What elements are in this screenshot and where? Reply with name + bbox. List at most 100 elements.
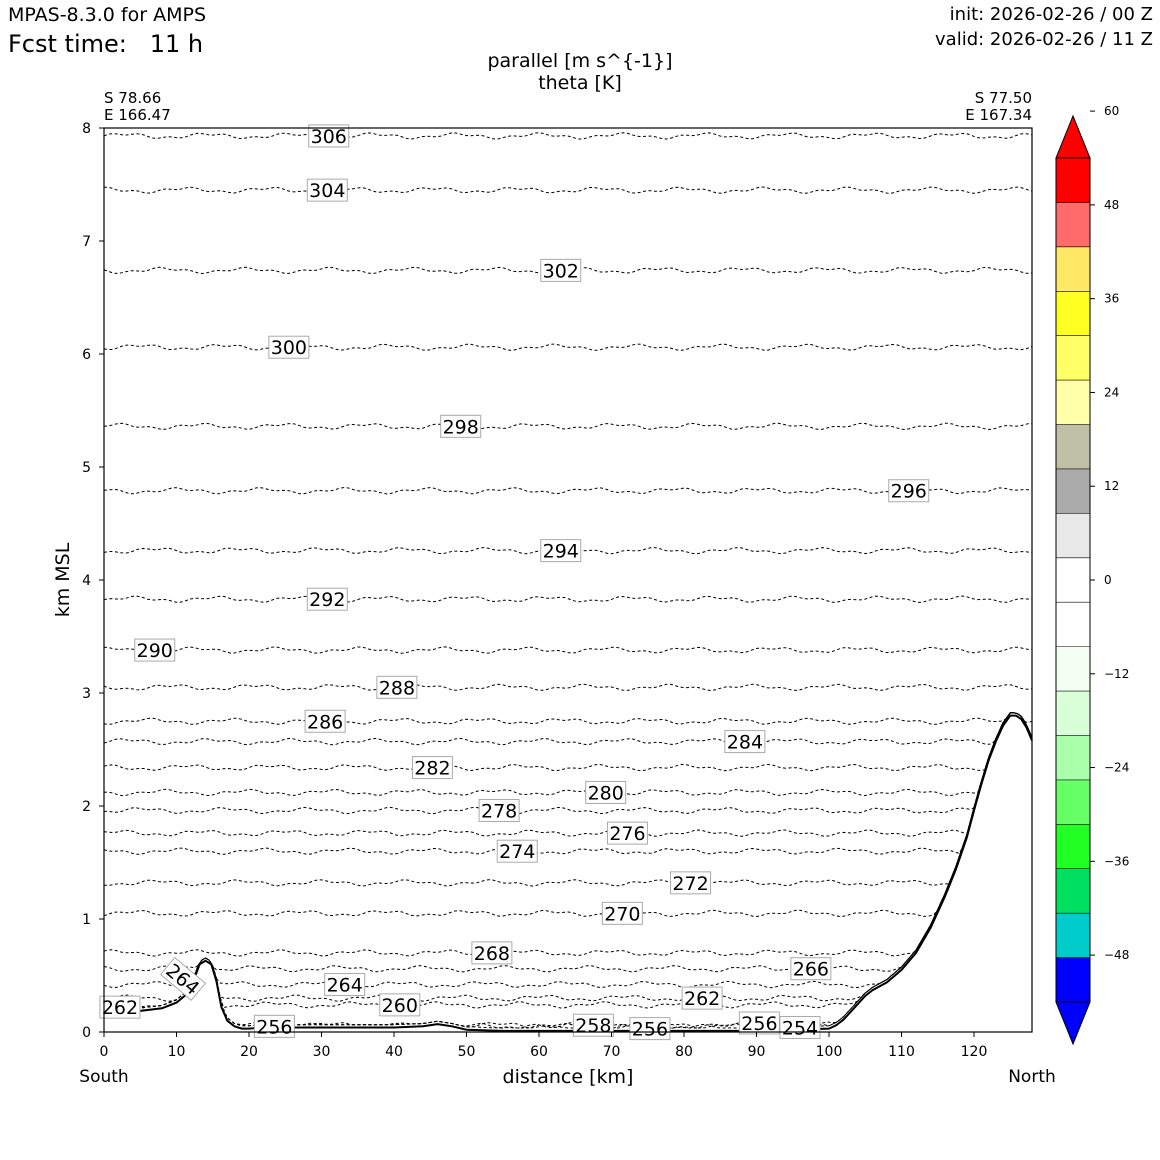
chart-title: parallel [m s^{-1}] <box>487 50 672 72</box>
colorbar-bin <box>1056 513 1090 559</box>
theta-contour-line <box>103 646 1032 654</box>
wind-shade-region <box>865 128 1032 219</box>
x-tick-label: 0 <box>100 1044 109 1060</box>
contour-label-text: 256 <box>741 1013 777 1035</box>
contour-label: 254 <box>779 1015 821 1039</box>
colorbar: 60 48 36 24 12 0 −12 −24 −36 −48 <box>1055 104 1129 1046</box>
contour-label: 304 <box>306 178 348 202</box>
theta-contour-line <box>103 712 1033 989</box>
colorbar-bin <box>1056 735 1090 781</box>
plot-frame <box>103 127 1033 1033</box>
axes: 0 10 20 30 40 50 60 70 80 90 100 110 120 0 1 2 3 4 5 6 7 8 <box>82 121 987 1060</box>
theta-contour-line <box>104 712 1033 815</box>
colorbar-over-arrow <box>1055 114 1091 159</box>
colorbar-bin <box>1056 246 1090 292</box>
theta-contour-line <box>103 712 1033 957</box>
valid-time: valid: 2026-02-26 / 11 Z <box>935 29 1153 50</box>
y-tick-label: 8 <box>82 121 91 137</box>
theta-contour-line <box>103 422 1033 431</box>
contour-label: 282 <box>411 756 453 780</box>
theta-contour-line <box>103 712 1033 772</box>
terrain-layer <box>103 714 1033 1032</box>
contour-label-text: 298 <box>443 416 479 438</box>
contour-labels: 306 304 302 300 298 296 294 292 290 288 286 284 282 2… <box>99 124 930 1041</box>
theta-contour-line <box>103 712 1033 725</box>
contour-label: 262 <box>99 995 141 1019</box>
colorbar-bin <box>1056 868 1090 914</box>
contour-label: 300 <box>268 335 310 359</box>
end-lat: S 77.50 <box>975 89 1032 107</box>
contour-label-text: 284 <box>727 732 763 754</box>
contour-label-text: 306 <box>311 126 347 148</box>
y-axis-label: km MSL <box>52 542 74 617</box>
contour-label: 258 <box>572 1013 614 1037</box>
colorbar-tick-label: 36 <box>1104 292 1119 306</box>
theta-contour-line <box>104 186 1033 194</box>
colorbar-bin <box>1056 691 1090 736</box>
contour-label: 266 <box>790 957 832 981</box>
x-tick-label: 70 <box>603 1044 621 1060</box>
x-tick-label: 60 <box>530 1044 548 1060</box>
colorbar-bin <box>1056 913 1090 958</box>
y-tick-label: 5 <box>82 460 91 476</box>
colorbar-bin <box>1056 557 1090 603</box>
colorbar-tick-label: 24 <box>1104 385 1119 399</box>
colorbar-bin <box>1056 646 1090 692</box>
contour-label-text: 300 <box>271 337 307 359</box>
theta-contour-line <box>103 712 1033 1009</box>
theta-contour-line <box>103 712 1033 1002</box>
contour-label: 288 <box>376 675 418 699</box>
y-tick-label: 6 <box>82 347 91 363</box>
x-tick-label: 100 <box>816 1044 843 1060</box>
theta-contour-line <box>103 712 1033 797</box>
forecast-time-label: Fcst time: <box>8 30 127 58</box>
theta-contour-line <box>103 343 1033 351</box>
contour-label-text: 302 <box>543 260 579 282</box>
y-tick-label: 7 <box>82 234 91 250</box>
contour-label-text: 262 <box>102 997 138 1019</box>
contour-label: 274 <box>496 839 538 863</box>
x-tick-label: 110 <box>888 1044 915 1060</box>
forecast-time: Fcst time: 11 h <box>8 30 203 58</box>
start-lat: S 78.66 <box>104 89 161 107</box>
colorbar-bin <box>1056 602 1090 648</box>
theta-contour-line <box>103 712 1033 1029</box>
start-lon: E 166.47 <box>104 106 171 124</box>
contour-label-text: 304 <box>309 180 345 202</box>
x-tick-label: 120 <box>961 1044 988 1060</box>
contour-label: 256 <box>629 1017 671 1041</box>
colorbar-tick-label: 12 <box>1104 479 1119 493</box>
contour-label-text: 264 <box>327 975 363 997</box>
contour-label-text: 288 <box>379 677 415 699</box>
colorbar-tick-label: 60 <box>1104 104 1119 118</box>
contour-label: 290 <box>134 638 176 662</box>
colorbar-bin <box>1056 335 1090 381</box>
y-tick-label: 4 <box>82 573 91 589</box>
colorbar-bin <box>1056 202 1090 248</box>
chart-subtitle: theta [K] <box>538 72 622 94</box>
contour-label: 278 <box>478 799 520 823</box>
contour-label-text: 262 <box>684 988 720 1010</box>
theta-contour-line <box>103 712 1033 887</box>
colorbar-tick-label: −48 <box>1104 948 1129 962</box>
colorbar-bin <box>1056 424 1090 470</box>
x-axis-label: distance [km] <box>503 1066 634 1088</box>
theta-contour-line <box>103 712 1033 1029</box>
contour-label-text: 258 <box>575 1015 611 1037</box>
contour-label-text: 266 <box>793 959 829 981</box>
contour-label-text: 296 <box>891 481 927 503</box>
colorbar-bin <box>1056 957 1090 1003</box>
x-tick-label: 50 <box>458 1044 476 1060</box>
theta-contour-line <box>103 712 1033 855</box>
contour-label: 276 <box>606 821 648 845</box>
x-tick-label: 40 <box>385 1044 403 1060</box>
y-tick-label: 2 <box>82 799 91 815</box>
contour-label-text: 282 <box>414 758 450 780</box>
x-tick-label: 20 <box>240 1044 258 1060</box>
colorbar-tick-label: 0 <box>1104 573 1112 587</box>
x-tick-label: 30 <box>313 1044 331 1060</box>
colorbar-bin <box>1056 291 1090 337</box>
contour-label: 296 <box>888 479 930 503</box>
colorbar-tick-label: 48 <box>1104 198 1119 212</box>
y-tick-label: 3 <box>82 686 91 702</box>
